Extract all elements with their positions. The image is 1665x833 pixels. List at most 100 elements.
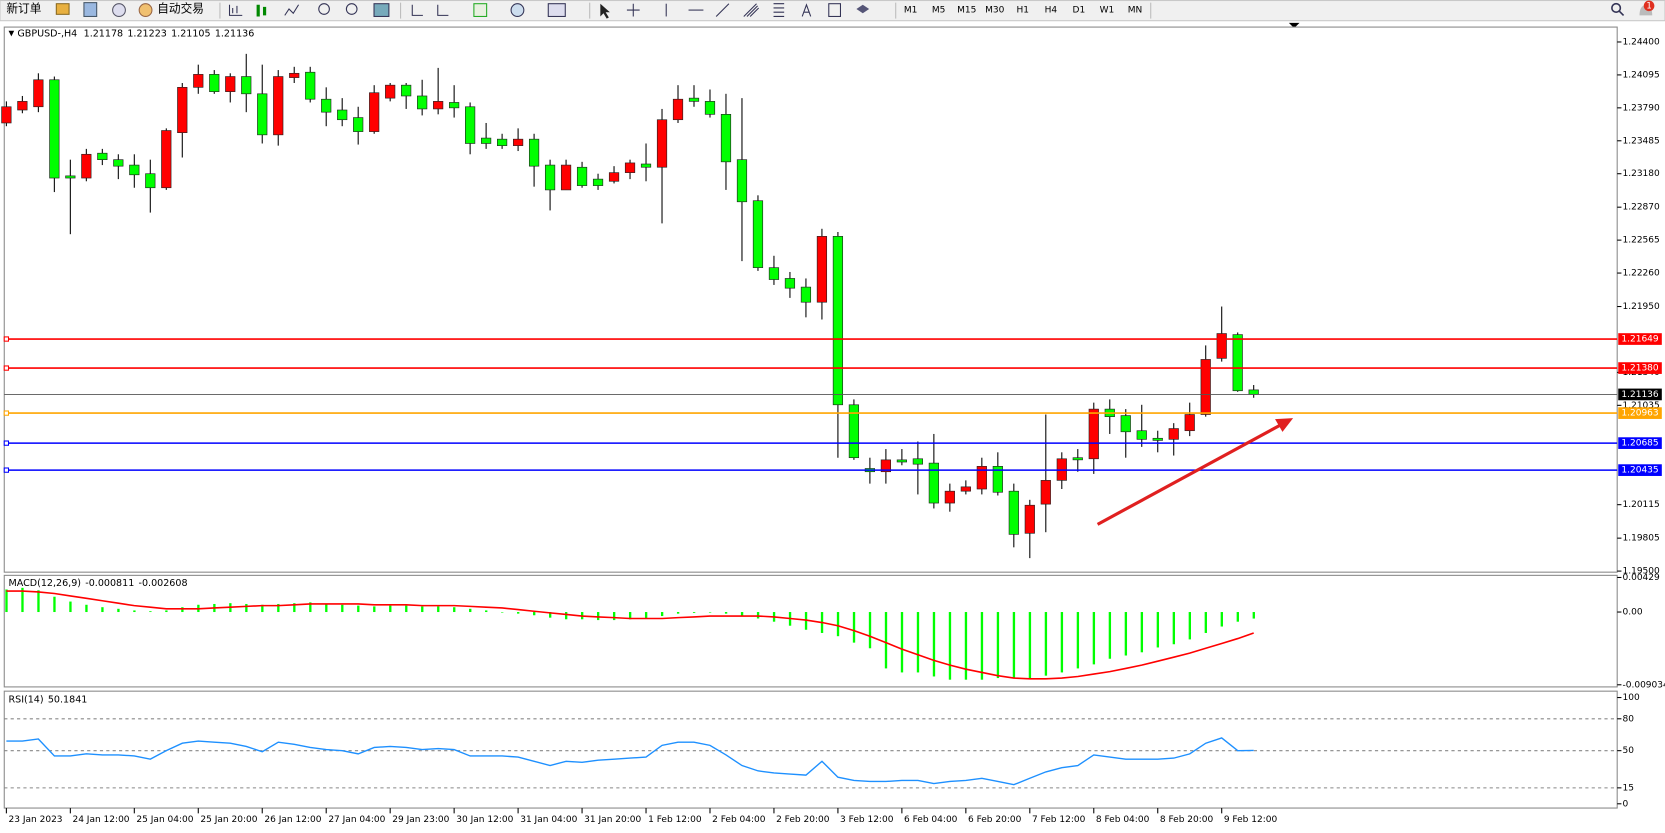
icon[interactable]: [437, 4, 449, 16]
candle-body: [129, 164, 140, 176]
x-tick-label: 31 Jan 04:00: [520, 815, 577, 825]
candle-body: [1040, 480, 1051, 505]
timeframe-button[interactable]: D1: [1073, 6, 1086, 16]
x-tick-label: 29 Jan 23:00: [392, 815, 449, 825]
zoom-out[interactable]: [345, 3, 358, 15]
macd-bar: [37, 590, 40, 613]
label-tool[interactable]: [828, 3, 842, 17]
rsi-header: RSI(14) 50.1841: [9, 694, 88, 705]
macd-bar: [676, 612, 680, 614]
candle-body: [800, 286, 812, 303]
channel-tool[interactable]: [743, 3, 760, 17]
macd-bar: [1012, 612, 1016, 679]
macd-bar: [708, 612, 712, 613]
icon[interactable]: [411, 4, 423, 16]
trendline-tool[interactable]: [715, 3, 730, 17]
candle-body: [289, 72, 300, 78]
auto-trading-button[interactable]: 自动交易: [157, 2, 204, 16]
timeframe-button[interactable]: W1: [1100, 6, 1115, 16]
last-low: 1.21105: [171, 28, 210, 39]
y-tick-label: 15: [1622, 783, 1633, 793]
candle-body: [305, 71, 316, 100]
cursor-tool[interactable]: [600, 3, 610, 19]
candle-body: [608, 172, 620, 182]
zoom-in[interactable]: [318, 3, 330, 15]
notification-count: 1: [1646, 1, 1651, 11]
macd-bar: [421, 606, 424, 613]
timeframe-button[interactable]: M1: [904, 6, 918, 16]
macd-bar: [117, 608, 120, 613]
macd-bar: [53, 596, 56, 613]
timeframe-button[interactable]: H1: [1017, 6, 1030, 16]
line-price-label: 1.21380: [1621, 364, 1659, 374]
candle-body: [768, 267, 780, 280]
icon[interactable]: [55, 3, 70, 15]
macd-bar: [485, 610, 488, 613]
icon[interactable]: [228, 4, 243, 16]
candle-body: [656, 119, 668, 168]
macd-bar: [533, 612, 536, 616]
candle-body: [1216, 333, 1227, 359]
timeframe-button[interactable]: M15: [957, 6, 976, 16]
candle-body: [720, 114, 732, 163]
macd-bar: [325, 603, 328, 613]
macd-bar: [660, 612, 664, 617]
candle-body: [1120, 415, 1131, 433]
x-tick-label: 24 Jan 12:00: [72, 815, 129, 825]
candle-body: [544, 164, 556, 191]
candle-body: [1088, 408, 1099, 460]
icon[interactable]: [547, 3, 566, 17]
y-tick-label: 1.20115: [1622, 500, 1659, 510]
macd-bar: [341, 604, 344, 613]
bid-price-box: [1618, 388, 1662, 401]
fibo-tool[interactable]: [773, 3, 785, 17]
shapes-tool[interactable]: [856, 4, 870, 14]
icon[interactable]: [284, 4, 300, 16]
macd-bar: [1188, 612, 1192, 640]
last-open: 1.21178: [84, 28, 123, 39]
line-price-box: [1618, 464, 1662, 476]
macd-bar: [21, 587, 24, 613]
macd-bar: [245, 603, 248, 613]
timeframe-button[interactable]: M30: [985, 6, 1005, 16]
search-button[interactable]: [1618, 10, 1625, 16]
macd-bar: [1140, 612, 1144, 653]
text-tool[interactable]: [801, 3, 812, 17]
candle-body: [145, 173, 156, 189]
chart-header: ▼ GBPUSD-,H4 1.21178 1.21223 1.21105 1.21136: [9, 28, 255, 39]
icon[interactable]: [112, 3, 126, 17]
candle-body: [640, 163, 652, 168]
y-tick-label: 100: [1622, 693, 1639, 703]
macd-bar: [596, 612, 600, 621]
icon[interactable]: [83, 2, 98, 17]
macd-bar: [549, 612, 552, 618]
candle-body: [273, 76, 284, 136]
macd-bar: [69, 601, 72, 613]
candle-body: [672, 98, 684, 121]
macd-bar: [1028, 612, 1032, 679]
y-tick-label: 80: [1622, 714, 1634, 724]
candle-body: [1072, 457, 1083, 461]
timeframe-button[interactable]: M5: [932, 6, 946, 16]
auto-trading-icon[interactable]: [138, 3, 153, 17]
macd-bar: [565, 612, 568, 620]
icon[interactable]: [510, 3, 525, 17]
candle-body: [1, 106, 12, 124]
search-button[interactable]: [1611, 2, 1622, 14]
icon[interactable]: [256, 4, 267, 17]
macd-bar: [309, 602, 312, 613]
y-tick-label: 1.21950: [1622, 302, 1660, 312]
icon[interactable]: [473, 3, 488, 17]
notification-badge: [1643, 0, 1655, 12]
candle-body: [928, 462, 939, 504]
line-price-label: 1.20963: [1621, 409, 1659, 419]
x-tick-label: 23 Jan 2023: [9, 815, 63, 825]
new-order-button[interactable]: 新订单: [6, 2, 41, 16]
y-tick-label: 1.19805: [1622, 534, 1659, 544]
crosshair-tool[interactable]: [626, 3, 640, 17]
line-anchor: [3, 440, 10, 446]
timeframe-button[interactable]: MN: [1128, 6, 1143, 16]
icon[interactable]: [373, 3, 390, 17]
macd-header: MACD(12,26,9) -0.000811 -0.002608: [9, 577, 188, 588]
timeframe-button[interactable]: H4: [1045, 6, 1058, 16]
